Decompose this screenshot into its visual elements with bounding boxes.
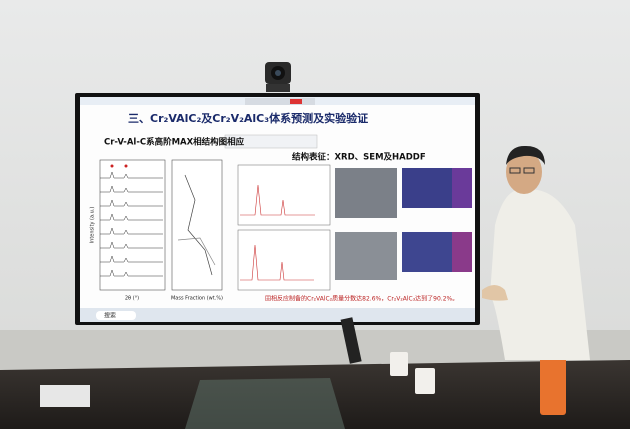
search-box [96,311,136,320]
taskbar-search: 搜索 [104,312,116,320]
xrd-panel [99,159,166,291]
haddf-images [402,168,472,272]
phase-plot [171,159,223,291]
share-stop [290,99,302,104]
x-axis-label: 2θ (°) [125,296,139,302]
popup [224,134,318,149]
taskbar [80,308,475,322]
cup [540,355,566,415]
share-bar [245,98,315,105]
sem-image [335,232,397,280]
tissue-box [40,385,90,407]
y-axis-label: Intensity (a.u.) [90,207,96,244]
cup [415,368,435,394]
section-heading: 结构表征：XRD、SEM及HADDF [292,152,426,163]
table-reflection [185,378,345,429]
slide-subtitle: Cr-V-Al-C系高阶MAX相结构图相应 [104,137,245,148]
conclusion: 固相反应制备的Cr₂VAlC₂质量分数达82.6%，Cr₂V₂AlC₃达到了90… [265,295,458,303]
laptop [340,317,362,364]
x-axis-label: Mass Fraction (wt.%) [171,296,223,302]
cup [390,352,408,376]
sem-image [335,168,397,218]
person [482,145,590,360]
camera [265,62,291,92]
slide-title: 三、Cr₂VAlC₂及Cr₂V₂AlC₃体系预测及实验验证 [128,111,368,125]
refinement-plots [237,164,331,291]
